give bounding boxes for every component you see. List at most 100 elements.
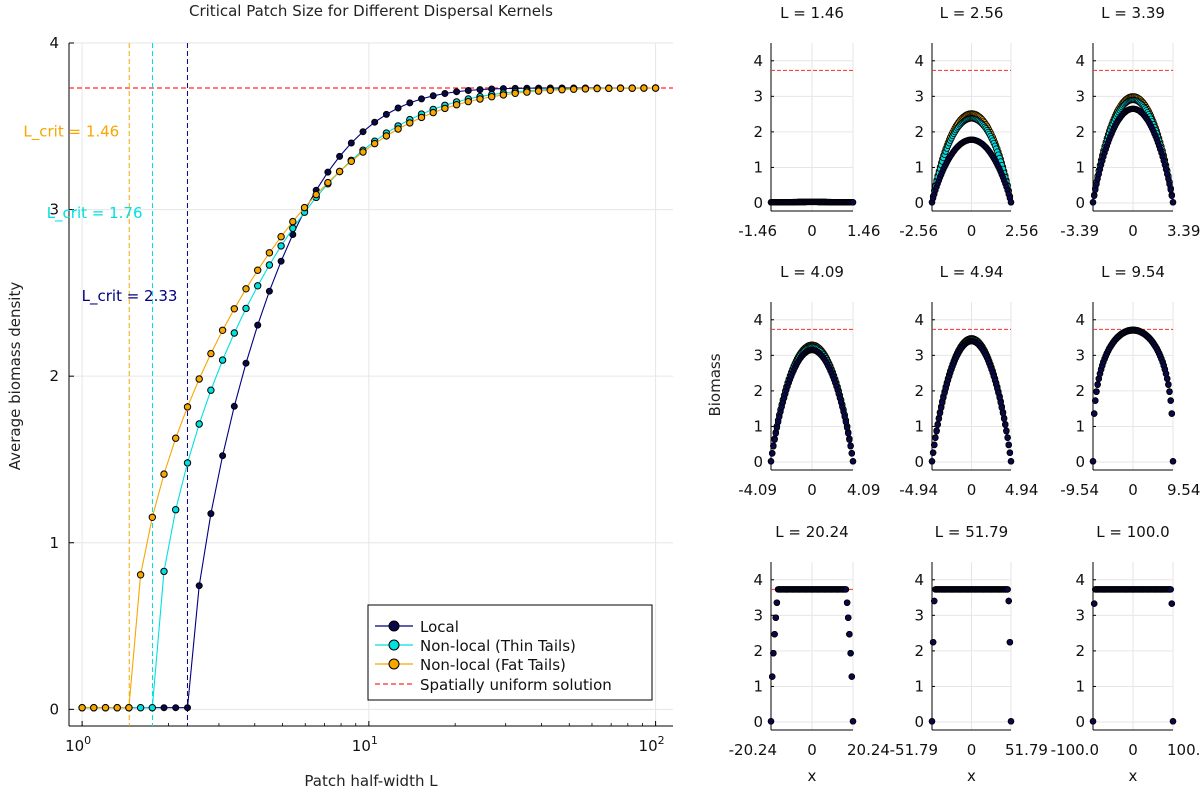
profile-point-local (931, 597, 938, 605)
point-fat (113, 704, 121, 712)
point-fat (406, 119, 414, 127)
panel-title: L = 4.09 (780, 263, 844, 281)
main-y-tick-label: 1 (49, 534, 59, 552)
point-thin (254, 282, 262, 290)
profile-point-local (845, 614, 852, 621)
point-thin (277, 242, 285, 250)
panel-y-tick-label: 1 (914, 417, 924, 435)
panel-x-tick-label: 0 (807, 481, 817, 499)
profile-point-local (770, 443, 777, 450)
panel-y-tick-label: 0 (914, 194, 924, 212)
main-y-axis-label: Average biomass density (6, 282, 24, 471)
point-fat (382, 132, 391, 140)
point-fat (581, 85, 590, 93)
panel-x-tick-label: 1.46 (847, 222, 880, 240)
main-x-axis-label: Patch half-width L (304, 772, 438, 790)
profile-point-local (938, 404, 945, 411)
panel-y-tick-label: 2 (1075, 382, 1085, 400)
profile-point-local (1166, 180, 1173, 188)
panel-y-tick-label: 0 (914, 453, 924, 471)
profile-point-local (1090, 192, 1098, 199)
profile-point-local (847, 650, 854, 657)
point-local (195, 582, 203, 590)
profile-point-local (932, 434, 939, 442)
profile-point-local (774, 418, 782, 426)
profile-point-local (1163, 375, 1171, 383)
panel-y-tick-label: 0 (753, 453, 763, 471)
profile-point-local (846, 436, 853, 443)
panels-y-axis-label: Biomass (706, 353, 724, 416)
point-fat (499, 91, 508, 99)
panel-2.56: 0 1 2 3 4 -2.56 0 2.56 L = 2.56 (899, 4, 1038, 240)
panel-x-tick-label: 0 (967, 222, 977, 240)
main-reference-lines (69, 43, 673, 726)
point-fat (125, 704, 133, 712)
panel-title: L = 2.56 (940, 4, 1004, 22)
profile-point-local (1167, 397, 1174, 404)
point-fat (605, 84, 613, 93)
panel-y-tick-label: 4 (753, 571, 763, 589)
profile-point-local (1006, 639, 1014, 646)
point-fat (371, 139, 379, 148)
legend-label-uniform: Spatially uniform solution (420, 676, 612, 694)
point-local (394, 104, 402, 112)
main-ticks: 0 1 2 3 4 100 101 102 (49, 34, 664, 755)
panel-x-tick-label: -20.24 (729, 741, 777, 759)
profile-point-local (929, 639, 937, 646)
point-thin (230, 329, 239, 337)
panel-y-tick-label: 3 (753, 346, 763, 364)
point-fat (289, 217, 297, 226)
panel-y-tick-label: 4 (1075, 571, 1085, 589)
panel-x-tick-label: 0 (1128, 741, 1138, 759)
point-fat (254, 266, 262, 274)
point-fat (640, 84, 648, 92)
panel-y-tick-label: 3 (1075, 606, 1085, 624)
panel-y-tick-label: 4 (914, 571, 924, 589)
profile-point-local (770, 650, 777, 657)
panel-1.46: 0 1 2 3 4 -1.46 0 1.46 L = 1.46 (738, 4, 880, 240)
profile-point-local (1168, 600, 1175, 607)
point-thin (207, 386, 215, 394)
point-fat (570, 85, 578, 93)
point-fat (136, 571, 145, 579)
profile-point-local (1089, 718, 1097, 725)
point-local (324, 168, 332, 176)
point-fat (476, 95, 484, 103)
panel-x-tick-label: -3.39 (1060, 222, 1099, 240)
panel-y-tick-label: 1 (914, 158, 924, 176)
profile-point-local (936, 410, 944, 417)
point-local (359, 128, 367, 136)
profile-point-local (846, 631, 853, 638)
point-fat (441, 104, 449, 113)
legend-marker-fat (388, 658, 400, 670)
panel-x-tick-label: -9.54 (1060, 481, 1099, 499)
profile-point-local (1169, 458, 1177, 465)
profile-panels: Biomass 0 1 2 3 4 -1.46 0 1.46 L = 1.46 0 1 2 3 4 -2.5… (706, 4, 1200, 785)
panel-y-tick-label: 2 (753, 642, 763, 660)
profile-point-local (843, 424, 851, 431)
profile-point-local (934, 421, 941, 429)
point-local (429, 92, 437, 100)
main-chart: Critical Patch Size for Different Disper… (6, 2, 673, 790)
point-fat (523, 88, 531, 96)
point-fat (651, 84, 660, 92)
panel-x-tick-label: 51.79 (1005, 741, 1048, 759)
point-fat (417, 113, 426, 122)
critical-label-local: L_crit = 2.33 (82, 287, 178, 306)
profile-point-local (1089, 199, 1097, 206)
profile-point-local (849, 718, 857, 725)
panel-y-tick-label: 3 (914, 606, 924, 624)
profile-point-local (771, 631, 778, 638)
point-local (219, 452, 227, 460)
point-thin (265, 261, 274, 269)
panel-y-tick-label: 1 (1075, 677, 1085, 695)
panel-y-tick-label: 2 (1075, 642, 1085, 660)
panel-title: L = 20.24 (775, 523, 848, 541)
point-fat (230, 305, 239, 313)
point-fat (324, 178, 332, 187)
panel-y-tick-label: 0 (914, 713, 924, 731)
legend-label-local: Local (420, 618, 459, 636)
point-fat (347, 157, 355, 166)
profile-point-local (843, 599, 851, 606)
panel-y-tick-label: 3 (1075, 346, 1085, 364)
